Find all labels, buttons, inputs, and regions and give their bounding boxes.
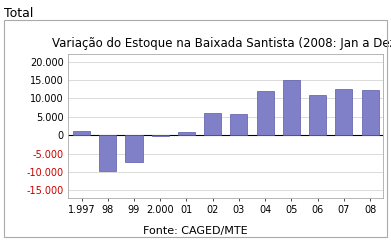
Bar xyxy=(152,135,169,136)
Bar xyxy=(362,90,378,135)
Bar xyxy=(283,80,300,135)
Bar xyxy=(178,132,195,135)
Bar xyxy=(126,135,143,162)
Bar xyxy=(230,114,248,135)
Bar xyxy=(204,113,221,135)
Bar xyxy=(73,131,90,135)
Bar xyxy=(99,135,116,171)
Bar xyxy=(309,95,326,135)
Title: Variação do Estoque na Baixada Santista (2008: Jan a Dez): Variação do Estoque na Baixada Santista … xyxy=(52,37,391,50)
Text: Fonte: CAGED/MTE: Fonte: CAGED/MTE xyxy=(143,226,248,236)
Bar xyxy=(256,91,274,135)
Text: Total: Total xyxy=(4,7,33,21)
Bar xyxy=(335,89,352,135)
